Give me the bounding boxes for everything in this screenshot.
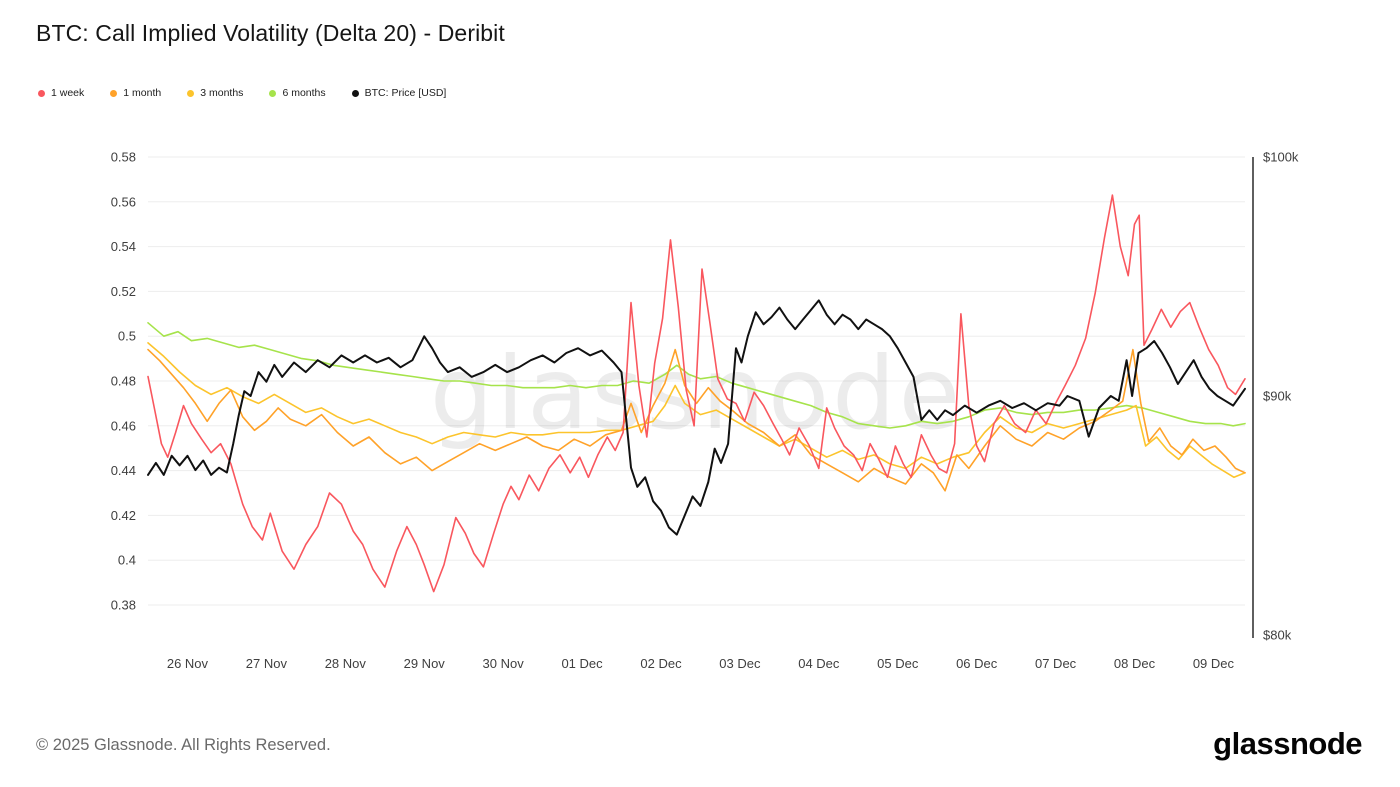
x-axis-tick-label: 03 Dec bbox=[719, 656, 761, 671]
legend: 1 week 1 month 3 months 6 months BTC: Price … bbox=[38, 87, 446, 99]
left-axis-tick-label: 0.42 bbox=[111, 508, 136, 523]
legend-label-1-month: 1 month bbox=[123, 87, 162, 99]
x-axis-tick-label: 04 Dec bbox=[798, 656, 840, 671]
x-axis-tick-label: 05 Dec bbox=[877, 656, 919, 671]
legend-item-1-week[interactable]: 1 week bbox=[38, 87, 84, 99]
x-axis-tick-label: 28 Nov bbox=[325, 656, 367, 671]
legend-label-1-week: 1 week bbox=[51, 87, 85, 99]
left-axis-tick-label: 0.58 bbox=[111, 150, 136, 165]
legend-dot-1-week bbox=[38, 89, 45, 97]
x-axis-tick-label: 01 Dec bbox=[561, 656, 603, 671]
left-axis-tick-label: 0.46 bbox=[111, 418, 136, 433]
right-axis-tick-label: $80k bbox=[1263, 628, 1292, 643]
legend-label-6-months: 6 months bbox=[282, 87, 326, 99]
left-axis-tick-label: 0.54 bbox=[111, 239, 136, 254]
legend-item-1-month[interactable]: 1 month bbox=[110, 87, 161, 99]
left-axis-tick-label: 0.38 bbox=[111, 598, 136, 613]
legend-dot-3-months bbox=[187, 89, 195, 97]
x-axis-tick-label: 29 Nov bbox=[404, 656, 446, 671]
left-axis-tick-label: 0.4 bbox=[118, 553, 136, 568]
x-axis-tick-label: 27 Nov bbox=[246, 656, 288, 671]
left-axis-tick-label: 0.44 bbox=[111, 463, 136, 478]
page-title: BTC: Call Implied Volatility (Delta 20) … bbox=[36, 20, 505, 46]
glassnode-logo: glassnode bbox=[1213, 726, 1362, 761]
legend-dot-6-months bbox=[269, 89, 277, 97]
legend-item-3-months[interactable]: 3 months bbox=[187, 87, 243, 99]
x-axis-tick-label: 08 Dec bbox=[1114, 656, 1156, 671]
left-axis-tick-label: 0.56 bbox=[111, 194, 136, 209]
legend-item-btc-price[interactable]: BTC: Price [USD] bbox=[351, 87, 447, 99]
x-axis-tick-label: 02 Dec bbox=[640, 656, 682, 671]
legend-dot-1-month bbox=[110, 89, 118, 97]
series-line-3-months bbox=[147, 342, 1246, 479]
series-line-1-month bbox=[147, 348, 1246, 492]
copyright-text: © 2025 Glassnode. All Rights Reserved. bbox=[36, 736, 331, 754]
right-axis-tick-label: $100k bbox=[1263, 150, 1299, 165]
series-line-1-week bbox=[147, 194, 1246, 593]
legend-item-6-months[interactable]: 6 months bbox=[269, 87, 326, 99]
legend-label-3-months: 3 months bbox=[200, 87, 244, 99]
right-axis-tick-label: $90k bbox=[1263, 389, 1292, 404]
legend-dot-btc-price bbox=[351, 89, 359, 97]
x-axis-tick-label: 26 Nov bbox=[167, 656, 209, 671]
x-axis-tick-label: 09 Dec bbox=[1193, 656, 1235, 671]
left-axis-tick-label: 0.5 bbox=[118, 329, 136, 344]
x-axis-tick-label: 30 Nov bbox=[483, 656, 525, 671]
x-axis-tick-label: 07 Dec bbox=[1035, 656, 1077, 671]
left-axis-tick-label: 0.52 bbox=[111, 284, 136, 299]
legend-label-btc-price: BTC: Price [USD] bbox=[364, 87, 447, 99]
x-axis-tick-label: 06 Dec bbox=[956, 656, 998, 671]
left-axis-tick-label: 0.48 bbox=[111, 374, 136, 389]
series-line-btc-price bbox=[147, 299, 1246, 536]
